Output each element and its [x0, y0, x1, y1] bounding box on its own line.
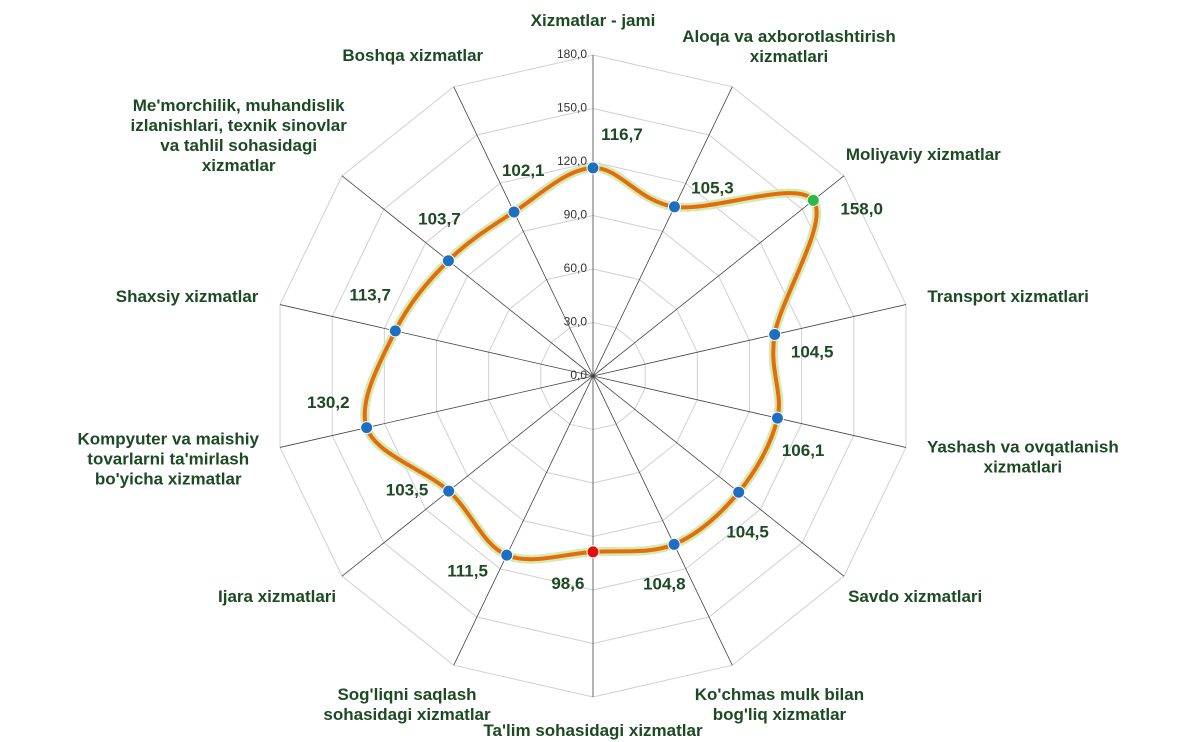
data-point [586, 545, 600, 559]
data-label: 98,6 [551, 574, 584, 593]
category-label: Aloqa va axborotlashtirish xizmatlari [682, 27, 896, 67]
y-tick-label: 120,0 [557, 154, 587, 168]
data-point [507, 205, 521, 219]
category-label: Ijara xizmatlari [218, 587, 337, 607]
y-tick-label: 150,0 [557, 101, 587, 115]
data-label: 111,5 [447, 562, 488, 581]
category-label: Ta'lim sohasidagi xizmatlar [483, 721, 703, 740]
spoke [453, 375, 594, 666]
data-point [768, 328, 782, 342]
spoke [341, 175, 594, 377]
spoke [592, 175, 845, 377]
category-label: Xizmatlar - jami [530, 11, 656, 30]
data-label: 105,3 [691, 179, 734, 198]
data-label: 113,7 [349, 286, 391, 305]
data-label: 104,8 [643, 575, 686, 594]
data-point [667, 200, 681, 214]
data-label: 106,1 [782, 441, 825, 460]
category-label: Me'morchilik, muhandislik izlanishlari, … [130, 95, 347, 175]
y-tick-label: 30,0 [564, 315, 588, 329]
category-label: Yashash va ovqatlanish xizmatlari [926, 437, 1119, 477]
data-point [441, 254, 455, 268]
data-label: 158,0 [840, 200, 883, 219]
category-label: Kompyuter va maishiy tovarlarni ta'mirla… [77, 429, 259, 489]
category-label: Shaxsiy xizmatlar [115, 286, 259, 306]
y-tick-label: 90,0 [564, 208, 588, 222]
spoke [592, 304, 907, 377]
spoke [592, 375, 907, 448]
y-tick-label: 0,0 [570, 368, 587, 382]
data-point [442, 484, 456, 498]
data-label: 130,2 [307, 393, 350, 412]
category-label: Sog'liqni saqlash sohasidagi xizmatlar [323, 684, 491, 724]
spoke [592, 86, 733, 377]
category-label: Savdo xizmatlari [848, 587, 983, 607]
spoke [279, 304, 594, 377]
spoke [341, 375, 594, 577]
data-label: 104,5 [726, 523, 769, 542]
data-point [732, 485, 746, 499]
spoke [592, 375, 845, 577]
y-tick-label: 180,0 [557, 47, 587, 61]
data-point [360, 421, 374, 435]
data-point [770, 411, 784, 425]
spoke [453, 86, 594, 377]
category-label: Moliyaviy xizmatlar [845, 144, 1001, 164]
category-label: Ko'chmas mulk bilan bog'liq xizmatlar [694, 684, 865, 724]
spoke [279, 375, 594, 448]
category-label: Boshqa xizmatlar [342, 46, 484, 66]
data-label: 116,7 [601, 125, 643, 144]
data-point [806, 193, 820, 207]
data-label: 103,7 [418, 209, 461, 228]
data-point [667, 537, 681, 551]
data-label: 102,1 [502, 161, 545, 180]
category-label: Transport xizmatlari [927, 286, 1089, 306]
data-point [388, 324, 402, 338]
data-point [586, 161, 600, 175]
y-tick-label: 60,0 [564, 261, 588, 275]
spoke [592, 375, 733, 666]
data-label: 104,5 [791, 343, 834, 362]
data-label: 103,5 [386, 480, 429, 499]
data-point [500, 548, 514, 562]
